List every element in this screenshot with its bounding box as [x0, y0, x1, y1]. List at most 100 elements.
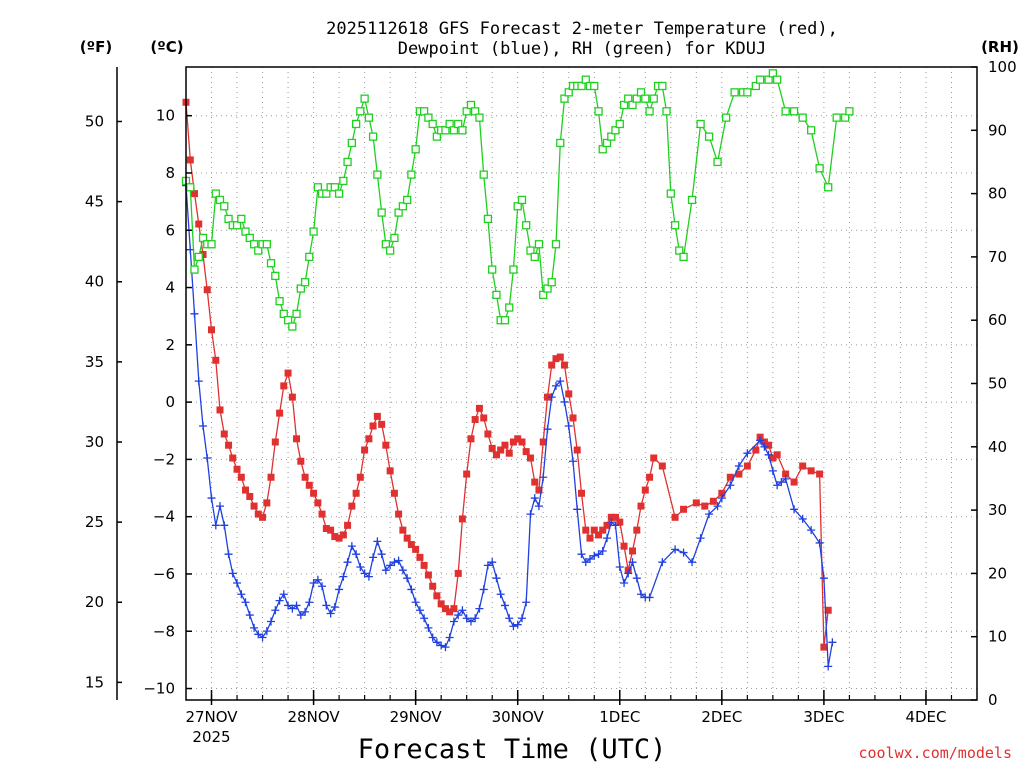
series-rh [181, 69, 854, 331]
temperature-point [726, 473, 734, 481]
rh-point [454, 119, 463, 129]
temperature-point [607, 513, 615, 521]
temperature-point [382, 441, 390, 449]
temperature-point [212, 356, 220, 364]
rh-point [590, 81, 599, 91]
rh-point [390, 233, 399, 243]
rh-point [577, 81, 586, 91]
dewpoint-point [454, 611, 463, 620]
x-axis-title: Forecast Time (UTC) [358, 734, 667, 765]
dewpoint-point [407, 585, 416, 594]
temperature-point [514, 435, 522, 443]
temperature-point [242, 486, 250, 494]
temperature-point [420, 561, 428, 569]
celsius-tick-label: 0 [165, 393, 175, 411]
celsius-unit-label: (ºC) [150, 38, 183, 56]
dewpoint-point [760, 442, 769, 451]
rh-point [351, 119, 361, 129]
dewpoint-point [569, 457, 578, 466]
temperature-point [709, 497, 717, 505]
rh-tick-label: 90 [988, 121, 1007, 139]
fahrenheit-tick-label: 20 [85, 593, 104, 611]
rh-point [411, 145, 420, 154]
temperature-point [322, 525, 330, 533]
dewpoint-point [237, 590, 246, 599]
rh-point [781, 107, 790, 116]
dewpoint-point [245, 611, 254, 620]
rh-point [373, 170, 382, 179]
dewpoint-point [262, 627, 271, 636]
temperature-point [782, 470, 790, 478]
rh-point [755, 75, 765, 84]
dewpoint-point [199, 421, 208, 430]
rh-tick-label: 10 [988, 628, 1007, 646]
rh-point [658, 81, 667, 91]
temperature-point [344, 521, 352, 529]
fahrenheit-tick-label: 30 [85, 433, 104, 451]
temperature-point [769, 454, 777, 462]
rh-tick-label: 100 [988, 58, 1017, 76]
dewpoint-point [530, 494, 539, 503]
x-tick-label: 2DEC [701, 708, 742, 726]
rh-point [526, 246, 535, 255]
temperature-point [641, 486, 649, 494]
temperature-point [386, 467, 394, 475]
temperature-point [611, 513, 619, 521]
rh-point [798, 113, 807, 122]
rh-point [670, 221, 680, 230]
temperature-point [190, 190, 198, 198]
temperature-point [505, 449, 513, 457]
celsius-tick-label: 4 [165, 279, 175, 297]
dewpoint-point [411, 598, 420, 607]
rh-point [615, 119, 624, 129]
celsius-tick-label: −8 [153, 622, 175, 640]
rh-point [581, 75, 590, 84]
dewpoint-point [479, 585, 488, 594]
rh-point [407, 170, 416, 179]
rh-point [751, 81, 760, 91]
series-layer [181, 69, 854, 671]
temperature-point [790, 478, 798, 486]
temperature-point [586, 534, 594, 542]
dewpoint-point [500, 601, 509, 610]
x-tick-label: 1DEC [599, 708, 640, 726]
dewpoint-point [632, 574, 641, 583]
dewpoint-point [326, 609, 335, 618]
temperature-point [773, 451, 781, 459]
rh-point [564, 88, 573, 97]
dewpoint-point [220, 521, 229, 530]
dewpoint-point [607, 518, 616, 527]
dewpoint-point [671, 545, 680, 554]
temperature-point [578, 489, 585, 497]
dewpoint-point [305, 598, 314, 607]
dewpoint-point [224, 550, 233, 559]
rh-point [288, 322, 297, 331]
temperature-point [454, 569, 462, 577]
temperature-point [569, 414, 577, 422]
dewpoint-point [360, 569, 369, 578]
rh-tick-label: 60 [988, 311, 1007, 329]
dewpoint-point [373, 537, 382, 546]
celsius-tick-label: 2 [165, 336, 175, 354]
rh-point [624, 94, 633, 103]
temperature-point [246, 492, 254, 500]
temperature-point [620, 542, 628, 550]
dewpoint-point [313, 575, 322, 584]
temperature-point [544, 393, 552, 401]
rh-point [789, 107, 799, 116]
rh-point [594, 107, 603, 116]
temperature-point [816, 470, 824, 478]
temperature-point [369, 422, 377, 430]
rh-point [641, 94, 650, 103]
rh-point [381, 240, 390, 249]
dewpoint-point [437, 641, 446, 650]
rh-point [649, 94, 658, 103]
dewpoint-point [445, 633, 454, 642]
dewpoint-point [756, 436, 765, 445]
temperature-point [331, 533, 339, 541]
rh-point [254, 246, 263, 255]
rh-point [262, 240, 271, 249]
temperature-point [203, 286, 211, 294]
temperature-point [637, 502, 645, 510]
x-tick-label: 4DEC [905, 708, 946, 726]
